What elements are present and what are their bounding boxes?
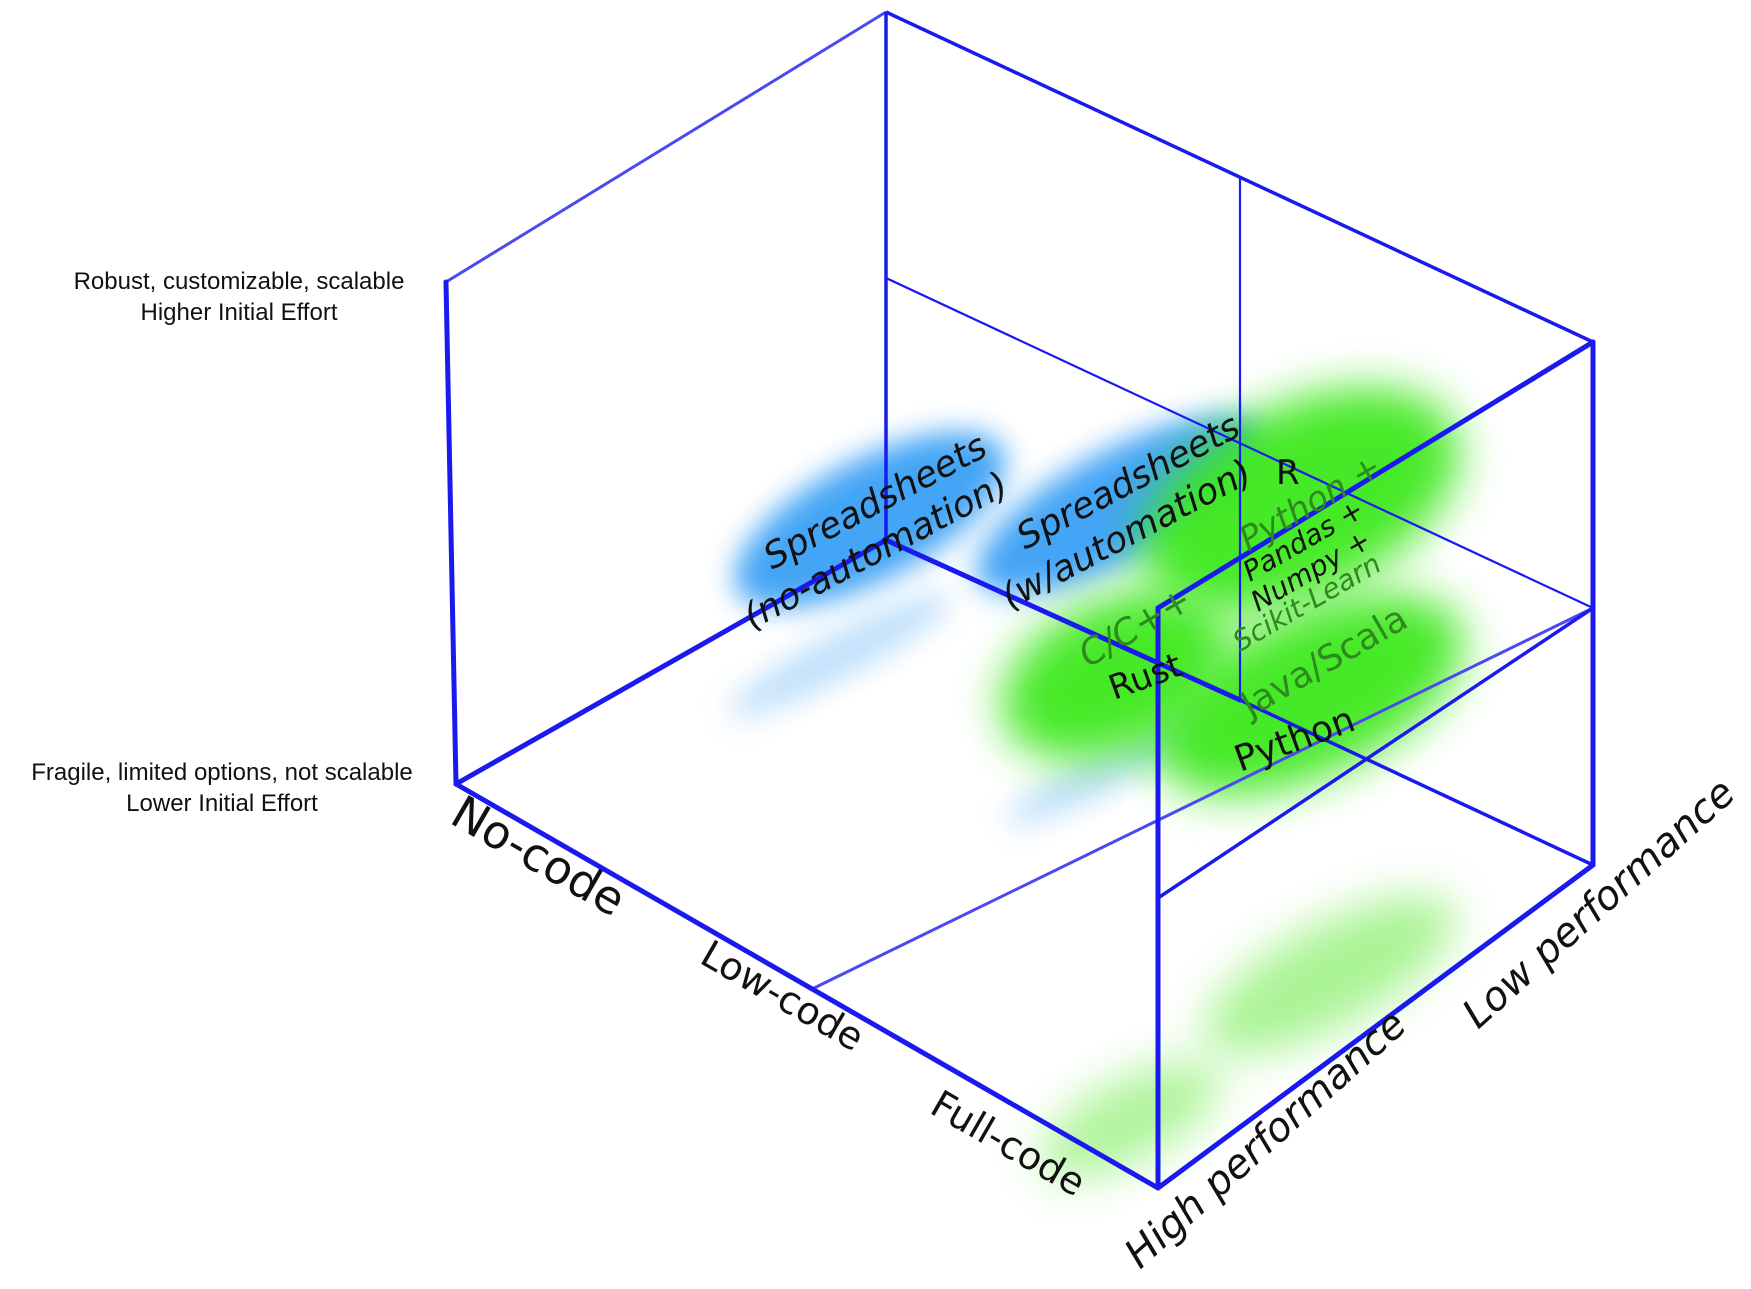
low-code-label: Low-code: [694, 932, 872, 1060]
blob-floor-shadow-left: [1039, 1061, 1221, 1179]
frame-floor-right-edge: [1155, 862, 1596, 1191]
frame-floor-left-edge: [453, 537, 889, 787]
bottom-label-line2: Lower Initial Effort: [126, 790, 318, 817]
top-label-line1: Robust, customizable, scalable: [74, 268, 405, 295]
frame-right-floor-line: [1239, 698, 1594, 867]
frame-floor-front-edge: [453, 781, 1161, 1191]
frame-front-left-vertical: [443, 279, 459, 787]
frame-front-wall-mid: [1157, 606, 1594, 900]
region-blobs: [729, 387, 1464, 1179]
frame-back-top-right-edge: [885, 10, 1594, 344]
blob-java-python: [1156, 594, 1464, 796]
r-label: R: [1276, 453, 1300, 493]
frame-front-wall-top: [1155, 339, 1596, 611]
frame-floor-back-line: [883, 537, 1243, 703]
top-label-line2: Higher Initial Effort: [141, 299, 338, 326]
code-axis-labels: No-code Low-code Full-code: [443, 785, 1094, 1205]
blob-floor-shadow-right: [1204, 895, 1456, 1055]
bottom-label-line1: Fragile, limited options, not scalable: [31, 759, 413, 786]
blob-spreadsheets-no-automation: [734, 431, 1006, 609]
frame-back-top-left-edge: [445, 10, 887, 284]
no-code-label: No-code: [443, 785, 635, 927]
low-performance-label: Low performance: [1454, 770, 1744, 1038]
frame-floor-lowcode-line: [809, 606, 1594, 992]
blob-r-python-stack: [1140, 387, 1460, 613]
blob-spreadsheets-automation-shadow: [1007, 715, 1203, 825]
frame-back-mid-line: [885, 277, 1594, 609]
vertical-axis-labels: Robust, customizable, scalable Higher In…: [31, 268, 413, 817]
cube-frame: [443, 10, 1596, 1191]
blob-spreadsheets-no-automation-shadow: [729, 593, 951, 717]
